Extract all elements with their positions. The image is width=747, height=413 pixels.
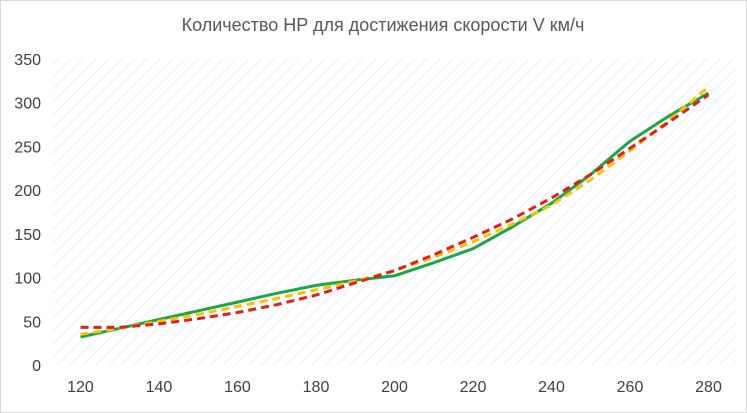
y-tick-label: 250 xyxy=(14,139,41,156)
x-tick-label: 120 xyxy=(67,379,94,396)
series-line-2 xyxy=(80,85,710,336)
x-tick-label: 200 xyxy=(381,379,408,396)
x-tick-label: 220 xyxy=(460,379,487,396)
series-line-3 xyxy=(80,93,710,329)
chart-title: Количество HP для достижения скорости V … xyxy=(182,15,585,35)
y-tick-label: 100 xyxy=(14,271,41,288)
x-tick-label: 240 xyxy=(538,379,565,396)
y-tick-label: 0 xyxy=(32,358,41,375)
y-tick-label: 200 xyxy=(14,183,41,200)
plot-area xyxy=(53,59,736,365)
x-tick-label: 180 xyxy=(303,379,330,396)
y-tick-label: 350 xyxy=(14,52,41,69)
y-tick-label: 50 xyxy=(23,314,41,331)
x-tick-label: 280 xyxy=(695,379,722,396)
y-axis: 0 50 100 150 200 250 300 350 xyxy=(14,52,41,375)
x-tick-label: 140 xyxy=(146,379,173,396)
x-axis: 120 140 160 180 200 220 240 260 280 xyxy=(67,379,722,396)
series-line-1 xyxy=(80,91,710,339)
y-tick-label: 150 xyxy=(14,227,41,244)
series-layer xyxy=(80,85,710,339)
x-tick-label: 160 xyxy=(224,379,251,396)
y-tick-label: 300 xyxy=(14,96,41,113)
x-tick-label: 260 xyxy=(617,379,644,396)
